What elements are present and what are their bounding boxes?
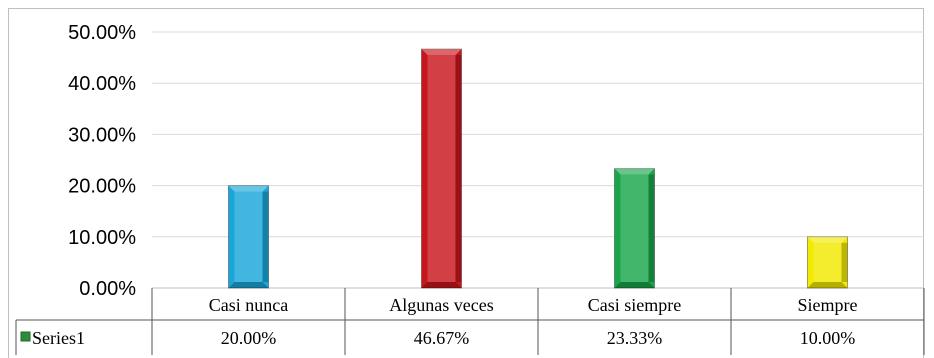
category-label: Algunas veces bbox=[389, 295, 493, 315]
data-label: 23.33% bbox=[607, 328, 663, 348]
bar-body bbox=[421, 48, 462, 289]
bar-shade bbox=[648, 174, 655, 282]
legend-key-icon bbox=[20, 331, 31, 342]
chart-frame bbox=[8, 8, 924, 358]
bar-body bbox=[807, 236, 848, 289]
bar-highlight bbox=[813, 242, 842, 282]
bar-bevel-bottom bbox=[807, 282, 848, 288]
category-label: Casi siempre bbox=[588, 295, 681, 315]
bar-bevel-bottom bbox=[228, 282, 269, 288]
bar-highlight bbox=[427, 55, 456, 283]
bar bbox=[421, 48, 462, 289]
bar-bevel-top bbox=[614, 168, 655, 175]
bar bbox=[807, 236, 848, 289]
category-label: Casi nunca bbox=[209, 295, 288, 315]
bar-shade bbox=[841, 242, 848, 282]
series-name: Series1 bbox=[32, 328, 85, 348]
data-label: 10.00% bbox=[800, 328, 856, 348]
y-tick-label: 30.00% bbox=[68, 124, 136, 146]
y-tick-label: 50.00% bbox=[68, 22, 136, 44]
bar-body bbox=[614, 168, 655, 289]
data-label: 20.00% bbox=[221, 328, 277, 348]
y-tick-label: 40.00% bbox=[68, 73, 136, 95]
y-tick-label: 0.00% bbox=[79, 278, 136, 300]
bar-bevel-bottom bbox=[614, 282, 655, 288]
bar-bevel-top bbox=[421, 49, 462, 56]
category-label: Siempre bbox=[798, 295, 858, 315]
bar-bevel-bottom bbox=[421, 282, 462, 288]
bar-shade bbox=[455, 55, 462, 283]
y-tick-label: 20.00% bbox=[68, 176, 136, 198]
bar bbox=[228, 185, 269, 289]
y-tick-label: 10.00% bbox=[68, 227, 136, 249]
bar-highlight bbox=[620, 174, 649, 282]
data-label: 46.67% bbox=[414, 328, 470, 348]
bar-highlight bbox=[234, 191, 263, 282]
bar-shade bbox=[262, 191, 269, 282]
bar-body bbox=[228, 185, 269, 289]
bar bbox=[614, 168, 655, 289]
bar-bevel-top bbox=[228, 185, 269, 192]
bar-bevel-top bbox=[807, 236, 848, 243]
